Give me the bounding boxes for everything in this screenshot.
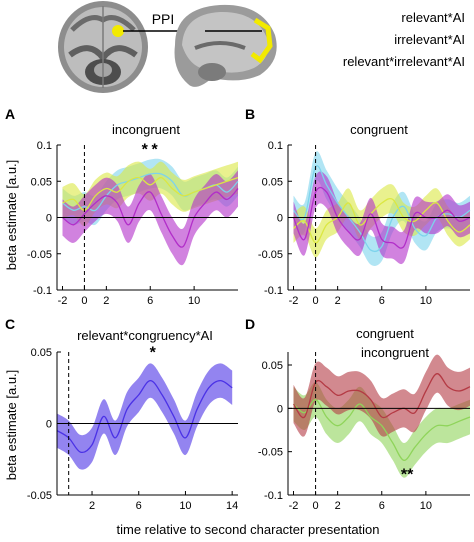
legend-relevant-ai: relevant*AI [401,10,465,25]
legend-incongruent: incongruent [361,345,429,360]
x-tick-label: 10 [420,295,432,307]
roi-highlight-sagittal [250,17,273,64]
significance-star: * [150,345,157,362]
x-tick-label: 2 [103,295,109,307]
brain-axial-image [58,1,148,93]
x-tick-label: 6 [379,500,385,512]
panel-letter-a: A [5,106,15,122]
x-tick-label: 0 [81,295,87,307]
panel-letter-d: D [245,316,255,332]
y-tick-label: 0.05 [262,360,283,372]
panel-d-congruency: -0.1 -0.05 0 0.05 -2 0 2 6 10 congruent incongruen… [258,326,471,512]
y-tick-label: -0.05 [27,490,52,502]
x-tick-label: 6 [379,295,385,307]
panel-title: congruent [350,122,408,137]
legend-irrelevant-ai: irrelevant*AI [394,32,465,47]
y-tick-label: 0.05 [31,347,52,359]
y-tick-label: -0.05 [258,447,283,459]
x-tick-label: 6 [136,500,142,512]
x-tick-label: 10 [420,500,432,512]
y-axis-label-bottom: beta estimate [a.u.] [4,370,19,481]
x-tick-label: -2 [289,295,299,307]
y-tick-label: 0 [46,419,52,431]
y-tick-label: 0.1 [37,140,52,152]
x-tick-label: 6 [147,295,153,307]
series-line-1 [293,197,471,244]
panel-a-incongruent: -0.1 -0.05 0 0.05 0.1 -2 0 2 6 10 incongruent * * [27,122,239,307]
significance-star: * [142,141,149,158]
roi-highlight-axial [112,25,124,37]
x-tick-label: 2 [89,500,95,512]
y-axis-label-top: beta estimate [a.u.] [4,160,19,271]
x-tick-label: -2 [289,500,299,512]
panel-b-congruent: -0.1 -0.05 0 0.05 0.1 -2 0 2 6 10 congruent [258,122,471,307]
brain-sagittal-image [174,4,277,87]
significance-star: * [152,141,159,158]
y-tick-label: 0.1 [268,140,283,152]
series-line-1 [62,176,239,211]
series-line-1 [292,373,471,419]
y-tick-label: -0.1 [33,285,52,297]
y-tick-label: 0.05 [262,176,283,188]
panel-letter-c: C [5,316,15,332]
x-tick-label: 2 [335,500,341,512]
series-band-0 [293,151,470,266]
x-tick-label: -2 [58,295,68,307]
x-tick-label: 0 [313,295,319,307]
y-tick-label: 0 [46,213,52,225]
series-line-0 [56,379,233,454]
x-tick-label: 10 [188,295,200,307]
legend-relevant-irrelevant-ai: relevant*irrelevant*AI [343,54,465,69]
series-band-0 [57,363,233,470]
series-line-2 [292,186,471,249]
x-tick-label: 0 [313,500,319,512]
series-band-1 [293,354,470,437]
y-tick-label: -0.05 [258,249,283,261]
y-tick-label: -0.05 [27,249,52,261]
panel-c-interaction: -0.05 0 0.05 2 6 10 14 relevant*congruency*AI * [27,328,238,512]
y-tick-label: -0.1 [264,285,283,297]
ppi-label: PPI [152,11,175,27]
y-tick-label: 0 [277,403,283,415]
x-tick-label: 14 [226,500,238,512]
series-line-2 [62,188,239,248]
panel-title: incongruent [112,122,180,137]
series-line-0 [293,399,471,461]
panel-letter-b: B [245,106,255,122]
legend-congruent: congruent [356,326,414,341]
panel-title: relevant*congruency*AI [77,328,213,343]
y-tick-label: 0 [277,213,283,225]
series-band-2 [62,170,238,266]
x-tick-label: 2 [335,295,341,307]
significance-star: ** [401,466,414,483]
x-tick-label: 10 [179,500,191,512]
y-tick-label: -0.1 [264,490,283,502]
x-axis-label: time relative to second character presen… [116,522,379,537]
y-tick-label: 0.05 [31,176,52,188]
